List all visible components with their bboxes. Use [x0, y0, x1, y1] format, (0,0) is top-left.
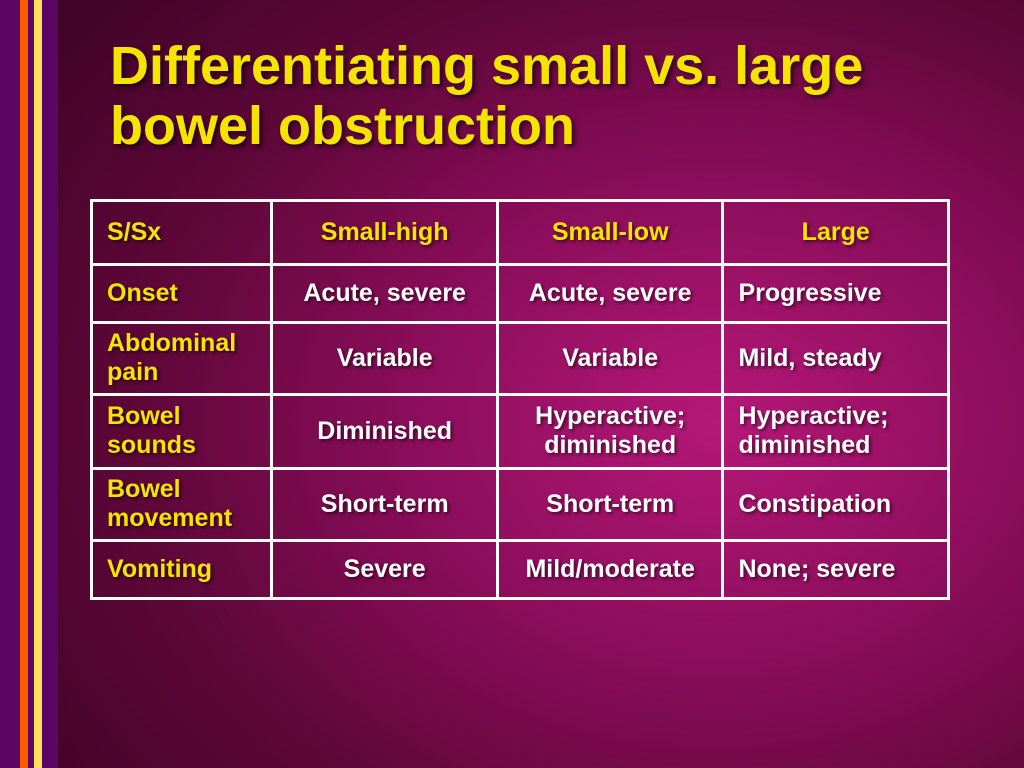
accent-stripe — [34, 0, 42, 768]
table-cell: Hyperactive; diminished — [723, 394, 949, 468]
table-cell: Hyperactive; diminished — [497, 394, 723, 468]
table-row-label: Onset — [92, 264, 272, 322]
table-cell: Diminished — [272, 394, 498, 468]
table-cell: Acute, severe — [272, 264, 498, 322]
table-row-label: Vomiting — [92, 540, 272, 598]
table-cell: Variable — [272, 322, 498, 394]
table-row: VomitingSevereMild/moderateNone; severe — [92, 540, 949, 598]
table-cell: Severe — [272, 540, 498, 598]
accent-stripe — [0, 0, 14, 768]
table-cell: Mild/moderate — [497, 540, 723, 598]
accent-stripe — [48, 0, 58, 768]
table-cell: Variable — [497, 322, 723, 394]
table-row-label: Bowel movement — [92, 468, 272, 540]
table-corner-header: S/Sx — [92, 200, 272, 264]
table-column-header: Small-low — [497, 200, 723, 264]
slide-content: Differentiating small vs. large bowel ob… — [80, 36, 984, 600]
table-cell: Short-term — [272, 468, 498, 540]
comparison-table: S/SxSmall-highSmall-lowLargeOnsetAcute, … — [90, 199, 950, 600]
table-row: Bowel soundsDiminishedHyperactive; dimin… — [92, 394, 949, 468]
table-row-label: Bowel sounds — [92, 394, 272, 468]
table-cell: Short-term — [497, 468, 723, 540]
accent-stripe — [20, 0, 28, 768]
table-cell: Mild, steady — [723, 322, 949, 394]
table-row-label: Abdominal pain — [92, 322, 272, 394]
table-cell: None; severe — [723, 540, 949, 598]
slide-title: Differentiating small vs. large bowel ob… — [110, 36, 984, 157]
table-cell: Constipation — [723, 468, 949, 540]
table-row: Abdominal painVariableVariableMild, stea… — [92, 322, 949, 394]
table-cell: Progressive — [723, 264, 949, 322]
table-column-header: Small-high — [272, 200, 498, 264]
table-row: OnsetAcute, severeAcute, severeProgressi… — [92, 264, 949, 322]
table-header-row: S/SxSmall-highSmall-lowLarge — [92, 200, 949, 264]
table-cell: Acute, severe — [497, 264, 723, 322]
left-accent-stripes — [0, 0, 58, 768]
table-row: Bowel movementShort-termShort-termConsti… — [92, 468, 949, 540]
table-column-header: Large — [723, 200, 949, 264]
